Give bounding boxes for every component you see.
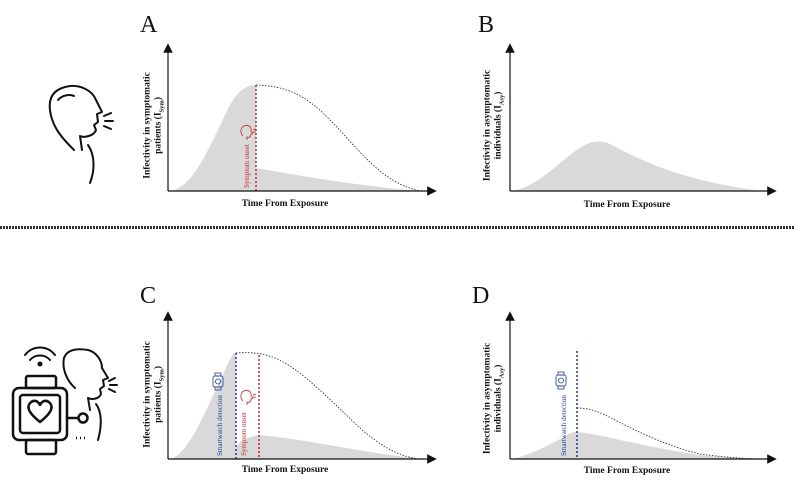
watch-detection-icon bbox=[555, 371, 567, 390]
panel-letter-d: D bbox=[472, 283, 490, 309]
panel-c-smartwatch-detection-label: Smartwatch detection bbox=[216, 395, 224, 456]
panel-a-infectivity-area bbox=[170, 85, 420, 191]
panel-d-plot: Smartwatch detection bbox=[505, 311, 777, 464]
symptom-head-icon bbox=[240, 124, 257, 140]
panel-d-xlabel: Time From Exposure bbox=[583, 466, 671, 476]
panel-b-xlabel: Time From Exposure bbox=[583, 200, 671, 210]
panel-d-smartwatch-detection-label: Smartwatch detection bbox=[560, 395, 568, 456]
watch-detection-icon bbox=[212, 372, 224, 391]
panel-a-plot: Symptom onset bbox=[163, 43, 437, 196]
panel-a-symptom-onset-label: Symptom onset bbox=[243, 144, 251, 188]
panel-letter-b: B bbox=[478, 12, 495, 38]
panel-c-plot: Smartwatch detection Symptom onset bbox=[163, 311, 437, 464]
panel-d-infectivity-area bbox=[512, 432, 770, 459]
section-divider bbox=[0, 226, 794, 229]
panel-c-infectivity-area bbox=[170, 353, 420, 459]
panel-d-projected-curve bbox=[576, 407, 771, 460]
symptom-head-icon bbox=[240, 389, 257, 405]
panel-b-infectivity-area bbox=[512, 141, 760, 191]
coughing-person-icon bbox=[62, 348, 118, 441]
panel-c-xlabel: Time From Exposure bbox=[241, 465, 329, 475]
panel-b-plot bbox=[505, 43, 777, 196]
panel-letter-c: C bbox=[140, 283, 157, 309]
panel-letter-a: A bbox=[140, 12, 158, 38]
wireless-signal-icon bbox=[24, 346, 56, 367]
coughing-person-icon bbox=[48, 84, 114, 184]
panel-c-symptom-onset-label: Symptom onset bbox=[240, 412, 248, 456]
panel-a-projected-curve bbox=[255, 84, 421, 192]
smartwatch-icon bbox=[11, 374, 89, 456]
panel-a-xlabel: Time From Exposure bbox=[241, 199, 329, 209]
